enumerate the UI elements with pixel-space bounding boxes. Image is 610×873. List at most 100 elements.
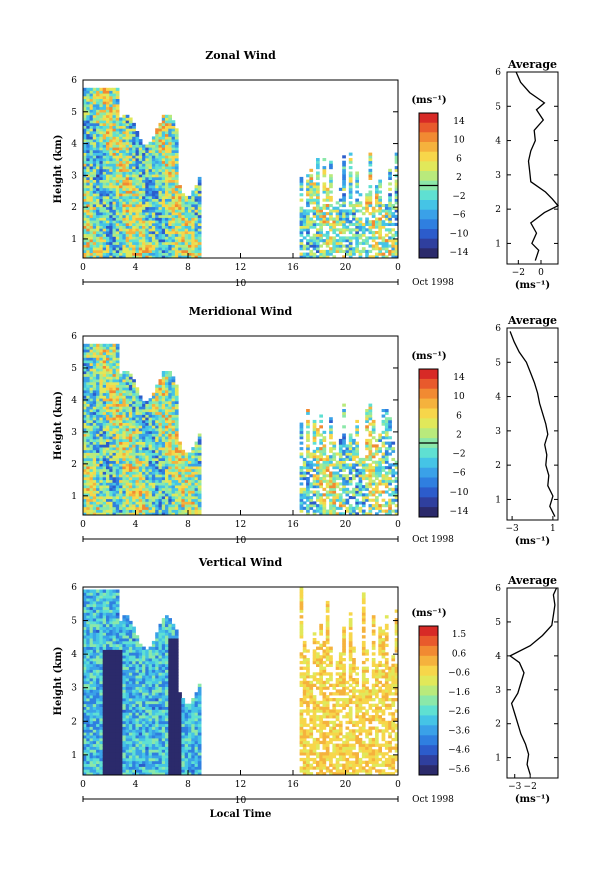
profile-y-tick-label: 4 — [495, 393, 501, 403]
heat-cell — [125, 477, 130, 481]
heat-cell — [109, 114, 113, 118]
heat-cell — [135, 225, 140, 229]
heat-cell — [122, 509, 127, 513]
heat-cell — [161, 128, 166, 132]
heat-cell — [171, 436, 176, 440]
heat-cell — [158, 163, 163, 167]
heat-cell — [338, 506, 343, 510]
heat-cell — [112, 139, 117, 143]
heat-cell — [92, 428, 97, 432]
heat-cell — [89, 444, 94, 448]
colorbar-swatch — [419, 378, 438, 390]
heat-cell — [184, 241, 189, 245]
heat-cell — [368, 409, 373, 413]
profile-y-tick-label: 2 — [495, 205, 501, 215]
heat-cell — [171, 252, 176, 256]
heat-cell — [148, 252, 153, 256]
heat-cell — [345, 509, 350, 513]
heat-cell — [145, 457, 149, 461]
heat-cell — [99, 204, 104, 208]
heat-cell — [122, 195, 127, 199]
heat-cell — [371, 455, 376, 459]
heat-cell — [171, 455, 176, 459]
heat-cell — [102, 217, 107, 221]
heat-cell — [106, 182, 110, 186]
heat-cell — [125, 244, 130, 248]
heat-cell — [355, 204, 359, 208]
heat-cell — [109, 195, 113, 199]
heat-cell — [197, 457, 202, 461]
heat-cell — [92, 400, 97, 404]
heat-cell — [158, 141, 163, 145]
heat-cell — [342, 477, 346, 481]
heat-cell — [299, 222, 304, 226]
heat-cell — [86, 198, 90, 202]
heat-cell — [148, 160, 153, 164]
heat-cell — [325, 217, 330, 221]
heat-cell — [181, 255, 186, 259]
heat-cell — [112, 255, 117, 259]
heat-cell — [338, 187, 343, 191]
heat-cell — [342, 187, 346, 191]
heat-cell — [371, 247, 376, 251]
heat-cell — [155, 201, 159, 205]
heat-cell — [145, 152, 149, 156]
heat-cell — [96, 485, 100, 489]
heat-cell — [135, 236, 140, 240]
heat-cell — [151, 482, 156, 486]
heat-cell — [155, 436, 159, 440]
heat-cell — [89, 141, 94, 145]
heat-cell — [155, 225, 159, 229]
heat-cell — [299, 228, 304, 232]
heat-cell — [322, 158, 327, 162]
heat-cell — [161, 122, 166, 126]
heat-cell — [342, 179, 346, 183]
heat-cell — [171, 392, 176, 396]
heat-cell — [151, 225, 156, 229]
heat-cell — [132, 190, 136, 194]
heat-cell — [132, 141, 136, 145]
heat-cell — [135, 233, 140, 237]
y-tick-label: 1 — [71, 492, 77, 502]
heat-cell — [119, 147, 123, 151]
heat-cell — [106, 109, 110, 113]
heat-cell — [115, 212, 120, 216]
heat-cell — [165, 233, 169, 237]
heat-cell — [86, 362, 90, 366]
heat-cell — [89, 114, 94, 118]
heat-cell — [332, 249, 337, 253]
heat-cell — [181, 233, 186, 237]
heat-cell — [155, 477, 159, 481]
heat-cell — [316, 447, 320, 451]
heat-cell — [132, 387, 136, 391]
heat-cell — [86, 209, 90, 213]
heat-cell — [89, 392, 94, 396]
heat-cell — [145, 400, 149, 404]
heat-cell — [112, 471, 117, 475]
heat-cell — [355, 236, 359, 240]
heat-cell — [174, 128, 179, 132]
heat-cell — [92, 466, 97, 470]
heat-cell — [109, 120, 113, 124]
heat-cell — [119, 381, 123, 385]
heat-cell — [181, 482, 186, 486]
heat-cell — [161, 479, 166, 483]
heat-cell — [148, 163, 153, 167]
heat-cell — [89, 365, 94, 369]
heat-cell — [306, 449, 310, 453]
heat-cell — [86, 125, 90, 129]
heat-cell — [83, 247, 87, 251]
heat-cell — [96, 409, 100, 413]
heat-cell — [329, 479, 333, 483]
heat-cell — [142, 444, 146, 448]
heat-cell — [158, 252, 163, 256]
profile-line — [515, 71, 560, 261]
heat-cell — [394, 239, 399, 243]
heat-cell — [316, 428, 320, 432]
heat-cell — [86, 98, 90, 102]
heat-cell — [132, 163, 136, 167]
profile-title: Average — [507, 58, 557, 71]
heat-cell — [102, 149, 107, 153]
heat-cell — [106, 422, 110, 426]
heat-cell — [86, 400, 90, 404]
